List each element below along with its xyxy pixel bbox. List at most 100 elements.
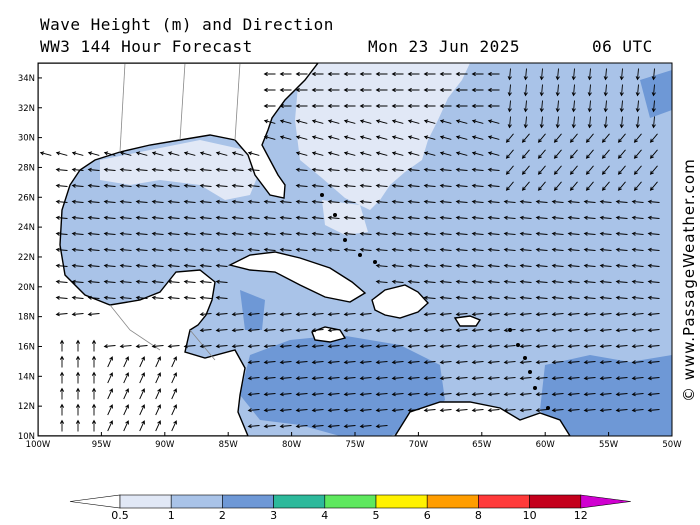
wave-arrow — [103, 295, 116, 300]
wave-arrow — [167, 167, 180, 172]
wave-arrow — [521, 149, 530, 159]
wave-arrow — [87, 312, 100, 317]
wave-arrow — [503, 247, 516, 252]
wave-arrow — [649, 133, 658, 143]
wave-arrow — [551, 408, 564, 413]
wave-arrow — [359, 328, 372, 333]
wave-arrow — [199, 151, 212, 156]
wave-arrow — [311, 247, 324, 252]
wave-arrow — [439, 119, 452, 124]
wave-arrow — [263, 408, 276, 413]
lon-tick-label: 85W — [219, 440, 239, 450]
wave-arrow — [295, 151, 308, 156]
wave-arrow — [603, 84, 608, 97]
wave-arrow — [633, 181, 642, 191]
wave-arrow — [247, 183, 260, 188]
wave-arrow — [375, 408, 388, 413]
wave-arrow — [107, 356, 113, 368]
wave-arrow — [343, 183, 356, 188]
wave-arrow — [119, 215, 132, 220]
wave-arrow — [359, 408, 372, 413]
wave-arrow — [135, 167, 148, 172]
wave-arrow — [343, 71, 356, 77]
wave-arrow — [535, 344, 548, 349]
island-puerto-rico — [453, 315, 482, 327]
wave-arrow — [569, 133, 578, 143]
wave-arrow — [247, 328, 260, 333]
wave-arrow — [599, 312, 612, 317]
wave-arrow — [295, 392, 308, 397]
lon-tick-label: 95W — [92, 440, 112, 450]
wave-arrow — [487, 135, 500, 140]
wave-arrow — [119, 231, 132, 236]
wave-arrow — [649, 181, 658, 191]
wave-arrow — [391, 360, 404, 365]
wave-arrow — [423, 279, 436, 284]
wave-arrow — [439, 215, 452, 220]
wave-arrow — [567, 279, 580, 284]
lat-tick-label: 10N — [18, 432, 35, 442]
wave-arrow — [151, 183, 164, 188]
wave-arrow — [455, 263, 468, 268]
wave-arrow — [647, 344, 660, 349]
wave-arrow — [535, 360, 548, 365]
wave-arrow — [311, 183, 324, 188]
wave-arrow — [439, 167, 452, 172]
wave-arrow — [123, 420, 129, 432]
wave-arrow — [311, 71, 324, 77]
wave-arrow — [631, 279, 644, 284]
wave-arrow — [247, 376, 260, 381]
wave-arrow — [183, 231, 196, 236]
colorbar-high-arrow — [580, 494, 631, 509]
wave-arrow — [583, 328, 596, 333]
wave-arrow — [507, 68, 512, 81]
wave-arrow — [375, 328, 388, 333]
wave-arrow — [263, 199, 276, 204]
wave-arrow — [519, 215, 532, 220]
wave-arrow — [391, 408, 404, 413]
wave-arrow — [523, 68, 528, 81]
wave-arrow — [539, 100, 544, 113]
wave-arrow — [615, 295, 628, 300]
wave-arrow — [631, 263, 644, 268]
wave-arrow — [199, 167, 212, 172]
wave-arrow — [343, 376, 356, 381]
wave-arrow — [279, 119, 292, 124]
wave-arrow — [539, 68, 544, 81]
wave-arrow — [583, 263, 596, 268]
wave-arrow — [107, 372, 113, 384]
land-masses — [38, 63, 571, 436]
wave-arrow — [585, 133, 594, 143]
wave-arrow — [263, 376, 276, 381]
wave-arrow — [311, 392, 324, 397]
wave-arrow — [391, 231, 404, 236]
wave-arrow — [343, 408, 356, 413]
wave-arrow — [311, 199, 324, 204]
wave-arrow — [439, 231, 452, 236]
wave-arrow — [407, 183, 420, 188]
rough-zone-atlantic-ne — [640, 70, 672, 118]
wave-arrow — [439, 360, 452, 365]
wave-arrow — [327, 87, 340, 93]
wave-arrow — [167, 247, 180, 252]
wave-arrow — [487, 71, 500, 77]
wave-arrow — [295, 167, 308, 172]
wave-arrow — [423, 199, 436, 204]
wave-arrow — [119, 279, 132, 284]
wave-arrow — [247, 215, 260, 220]
colorbar-segment — [529, 494, 582, 509]
wave-arrow — [75, 387, 81, 400]
wave-arrow — [151, 263, 164, 268]
wave-arrow — [139, 404, 145, 416]
wave-arrow — [183, 295, 196, 300]
wave-arrow — [171, 372, 177, 384]
wave-arrow — [391, 199, 404, 204]
wave-arrow — [167, 183, 180, 188]
wave-arrow — [569, 181, 578, 191]
wave-arrow — [571, 116, 576, 129]
wave-arrow — [615, 312, 628, 317]
wave-arrow — [359, 247, 372, 252]
wave-arrow — [171, 388, 177, 400]
wave-arrow — [439, 87, 452, 93]
wave-arrow — [343, 103, 356, 109]
